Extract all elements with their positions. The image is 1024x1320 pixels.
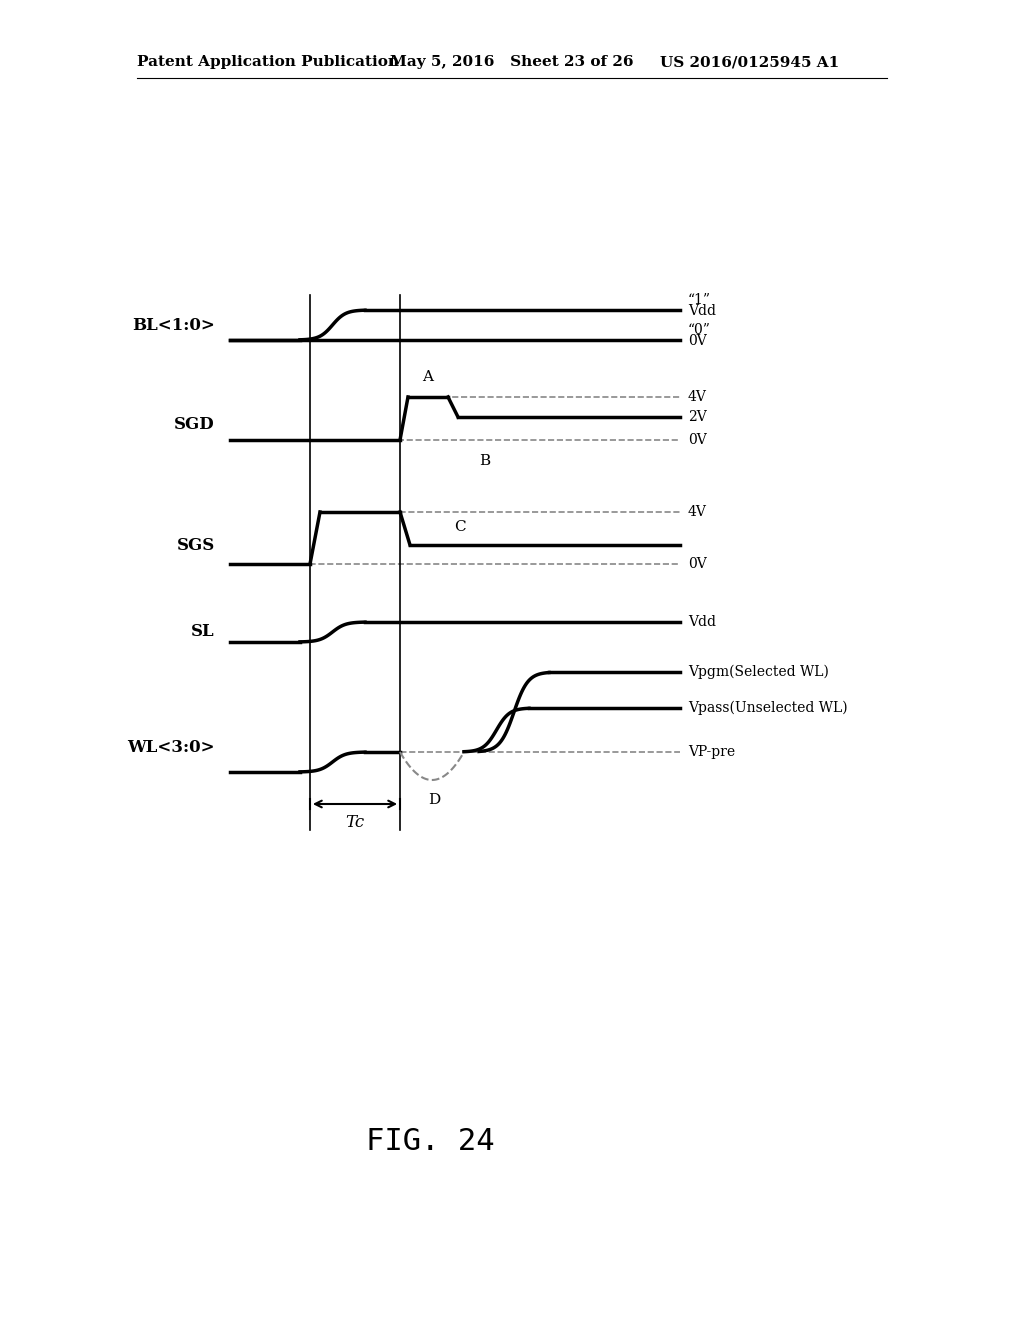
Text: FIG. 24: FIG. 24: [366, 1127, 495, 1156]
Text: BL<1:0>: BL<1:0>: [132, 317, 215, 334]
Text: SGD: SGD: [174, 416, 215, 433]
Text: VP-pre: VP-pre: [688, 744, 735, 759]
Text: “0”: “0”: [688, 323, 711, 337]
Text: A: A: [423, 370, 433, 384]
Text: US 2016/0125945 A1: US 2016/0125945 A1: [660, 55, 840, 69]
Text: May 5, 2016   Sheet 23 of 26: May 5, 2016 Sheet 23 of 26: [390, 55, 634, 69]
Text: WL<3:0>: WL<3:0>: [127, 738, 215, 755]
Text: Vpgm(Selected WL): Vpgm(Selected WL): [688, 665, 828, 680]
Text: Vpass(Unselected WL): Vpass(Unselected WL): [688, 701, 848, 715]
Text: Vdd: Vdd: [688, 615, 716, 630]
Text: 2V: 2V: [688, 411, 707, 424]
Text: SL: SL: [191, 623, 215, 640]
Text: B: B: [479, 454, 490, 469]
Text: C: C: [455, 520, 466, 535]
Text: D: D: [428, 793, 440, 807]
Text: “1”: “1”: [688, 293, 711, 308]
Text: Tc: Tc: [345, 814, 365, 832]
Text: 4V: 4V: [688, 389, 707, 404]
Text: Patent Application Publication: Patent Application Publication: [137, 55, 399, 69]
Text: 0V: 0V: [688, 433, 707, 447]
Text: SGS: SGS: [177, 537, 215, 554]
Text: 0V: 0V: [688, 557, 707, 572]
Text: Vdd: Vdd: [688, 304, 716, 318]
Text: 0V: 0V: [688, 334, 707, 348]
Text: 4V: 4V: [688, 506, 707, 519]
